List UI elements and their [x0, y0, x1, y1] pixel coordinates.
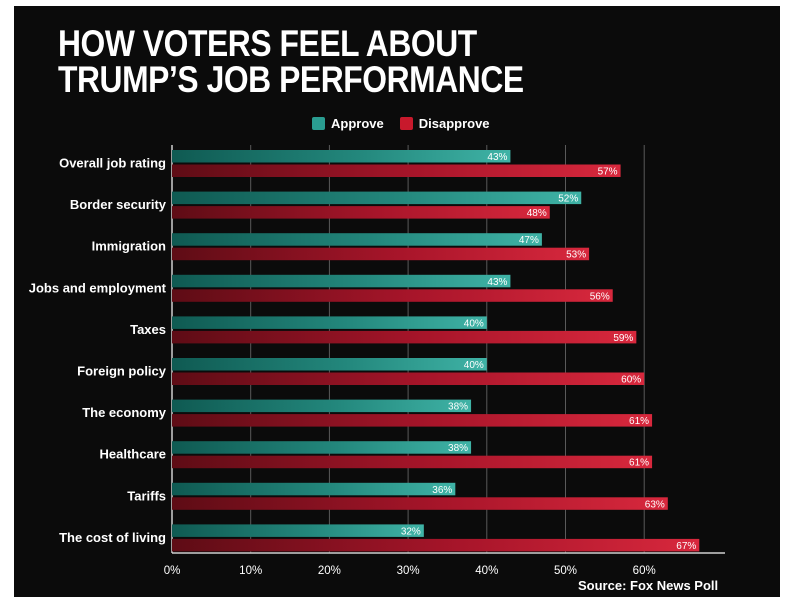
- data-label-disapprove: 61%: [629, 416, 649, 427]
- bar-approve: [172, 358, 487, 371]
- bar-approve: [172, 441, 472, 454]
- title-line-1: HOW VOTERS FEEL ABOUT: [58, 23, 477, 64]
- chart-title: HOW VOTERS FEEL ABOUT TRUMP’S JOB PERFOR…: [58, 23, 524, 100]
- x-tick-label: 0%: [164, 565, 181, 577]
- data-label-approve: 40%: [464, 360, 484, 371]
- category-label: Taxes: [130, 322, 166, 337]
- bar-approve: [172, 191, 582, 205]
- x-tick-label: 40%: [475, 565, 498, 577]
- bar-approve: [172, 524, 424, 537]
- legend-label-approve: Approve: [331, 115, 384, 131]
- category-label: Overall job rating: [59, 156, 166, 171]
- x-tick-label: 60%: [633, 565, 656, 577]
- data-label-approve: 40%: [464, 318, 484, 329]
- bar-disapprove: [172, 414, 653, 427]
- category-label: The cost of living: [59, 530, 166, 545]
- data-label-approve: 38%: [448, 443, 468, 454]
- bar-disapprove: [172, 372, 645, 385]
- x-tick-label: 30%: [397, 565, 420, 577]
- data-label-approve: 47%: [519, 235, 539, 246]
- data-label-approve: 32%: [401, 526, 421, 537]
- data-label-disapprove: 48%: [527, 208, 547, 219]
- category-label: Healthcare: [100, 447, 166, 462]
- bar-disapprove: [172, 206, 550, 219]
- title-line-2: TRUMP’S JOB PERFORMANCE: [58, 59, 524, 100]
- bar-disapprove: [172, 497, 668, 510]
- bar-approve: [172, 482, 456, 496]
- data-label-disapprove: 61%: [629, 458, 649, 469]
- bar-disapprove: [172, 330, 637, 344]
- data-label-disapprove: 63%: [645, 499, 665, 510]
- x-tick-label: 20%: [318, 565, 341, 577]
- category-label: The economy: [82, 405, 167, 420]
- data-label-disapprove: 53%: [566, 250, 586, 261]
- x-tick-label: 50%: [554, 565, 577, 577]
- category-label: Jobs and employment: [29, 280, 167, 295]
- bar-approve: [172, 233, 542, 246]
- category-label: Foreign policy: [77, 364, 167, 379]
- category-label: Immigration: [92, 239, 166, 254]
- data-label-approve: 52%: [558, 194, 578, 205]
- bar-disapprove: [172, 538, 700, 552]
- data-label-approve: 43%: [487, 152, 507, 163]
- legend-swatch-approve: [312, 116, 325, 130]
- category-label: Border security: [70, 197, 167, 212]
- data-label-disapprove: 60%: [621, 375, 641, 386]
- data-label-disapprove: 59%: [613, 333, 633, 344]
- legend-item-approve: Approve: [312, 116, 384, 131]
- data-label-approve: 43%: [487, 277, 507, 288]
- data-label-approve: 36%: [432, 485, 452, 496]
- bar-approve: [172, 316, 487, 329]
- bar-approve: [172, 150, 511, 163]
- legend-swatch-disapprove: [399, 116, 413, 130]
- legend-label-disapprove: Disapprove: [418, 115, 490, 131]
- bar-disapprove: [172, 455, 653, 469]
- x-tick-label: 10%: [239, 565, 262, 577]
- data-label-disapprove: 57%: [598, 167, 618, 178]
- bar-disapprove: [172, 289, 613, 302]
- bar-approve: [172, 399, 472, 413]
- data-label-disapprove: 56%: [590, 291, 610, 302]
- bar-disapprove: [172, 164, 621, 177]
- category-label: Tariffs: [127, 488, 166, 503]
- data-label-disapprove: 67%: [676, 541, 696, 552]
- legend: Approve Disapprove: [312, 114, 506, 132]
- bar-approve: [172, 274, 511, 288]
- source-note: Source: Fox News Poll: [578, 578, 719, 593]
- bar-disapprove: [172, 247, 590, 261]
- data-label-approve: 38%: [448, 402, 468, 413]
- legend-item-disapprove: Disapprove: [399, 115, 490, 131]
